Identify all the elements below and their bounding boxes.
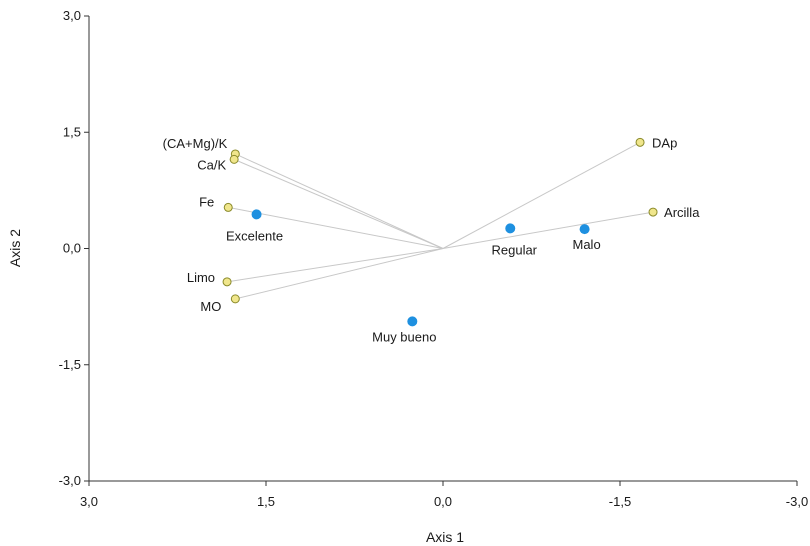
variable-point-mo (230, 294, 240, 304)
vector-ca-mg-k (235, 153, 444, 249)
y-tick-label: -3,0 (59, 473, 81, 488)
vector-fe (228, 206, 444, 249)
y-axis-title: Axis 2 (7, 229, 23, 267)
variable-point-limo (222, 277, 232, 287)
x-tick-label: -1,5 (609, 494, 631, 509)
vector-arcilla (442, 211, 654, 249)
group-point-muy-bueno (407, 316, 418, 327)
y-tick-label: 3,0 (63, 8, 81, 23)
axes: 3,0 1,5 0,0 -1,5 -3,0 3,0 1,5 0,0 -1,5 -3,0 (59, 8, 809, 509)
variable-vectors (226, 141, 654, 300)
variable-label-fe: Fe (199, 194, 214, 209)
vector-ca-k (233, 158, 444, 249)
variable-label-ca-k: Ca/K (197, 157, 226, 172)
x-tick-label: 1,5 (257, 494, 275, 509)
group-label-excelente: Excelente (226, 228, 283, 243)
vector-mo (235, 248, 444, 300)
group-label-regular: Regular (491, 242, 537, 257)
group-point-malo (579, 224, 590, 235)
vector-limo (226, 248, 444, 283)
variable-label-limo: Limo (187, 270, 215, 285)
x-tick-label: 0,0 (434, 494, 452, 509)
variable-point-ca-k (229, 154, 239, 164)
x-tick-label: 3,0 (80, 494, 98, 509)
y-tick-label: -1,5 (59, 357, 81, 372)
variable-label-mo: MO (200, 299, 221, 314)
variable-point-arcilla (648, 207, 658, 217)
variable-label-ca-mg-k: (CA+Mg)/K (163, 136, 228, 151)
variable-label-arcilla: Arcilla (664, 205, 700, 220)
variable-label-dap: DAp (652, 135, 677, 150)
vector-dap (442, 141, 641, 249)
y-ticks: 3,0 1,5 0,0 -1,5 -3,0 (59, 8, 89, 488)
group-point-regular (505, 223, 516, 234)
y-tick-label: 0,0 (63, 241, 81, 256)
x-tick-label: -3,0 (786, 494, 808, 509)
y-tick-label: 1,5 (63, 124, 81, 139)
group-label-muy-bueno: Muy bueno (372, 329, 436, 344)
x-axis-title: Axis 1 (426, 529, 464, 545)
group-points: Excelente Regular Malo Muy bueno (226, 209, 601, 344)
group-label-malo: Malo (573, 237, 601, 252)
x-ticks: 3,0 1,5 0,0 -1,5 -3,0 (80, 481, 808, 509)
variable-point-fe (223, 202, 233, 212)
variable-point-dap (635, 137, 645, 147)
group-point-excelente (251, 209, 262, 220)
variable-points: (CA+Mg)/K Ca/K Fe Limo MO DAp Arcilla (163, 135, 701, 314)
